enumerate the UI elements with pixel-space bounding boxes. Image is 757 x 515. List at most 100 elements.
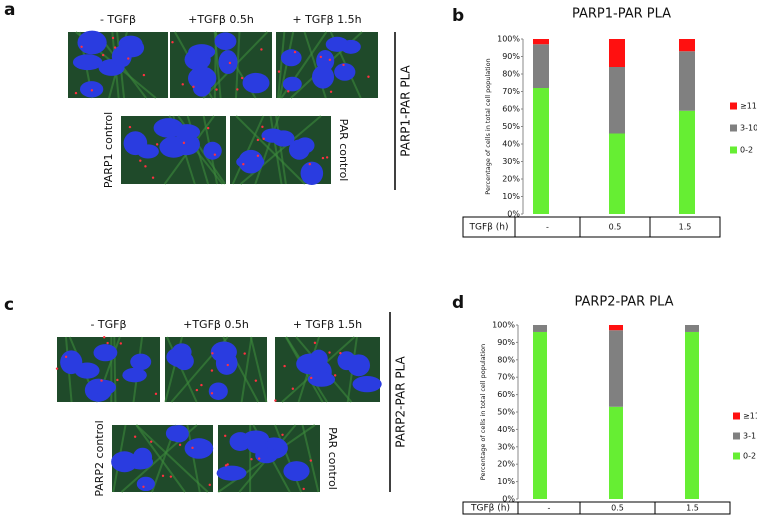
nucleus <box>242 72 270 94</box>
nucleus <box>74 362 100 379</box>
bar-segment <box>533 39 549 45</box>
pla-dot <box>155 143 159 146</box>
pla-dot <box>211 352 214 355</box>
pla-dot <box>142 485 145 489</box>
nucleus <box>93 344 118 362</box>
pla-dot <box>191 446 194 450</box>
pla-dot <box>161 474 165 478</box>
y-axis-label: Percentage of cells in total cell popula… <box>484 58 492 194</box>
nucleus <box>311 65 335 89</box>
nucleus <box>307 371 336 387</box>
x-tick-label: - <box>548 504 551 513</box>
bar-segment <box>609 325 623 331</box>
side-label: PARP1-PAR PLA <box>399 64 413 156</box>
fiber <box>269 115 283 185</box>
pla-dot <box>256 154 260 158</box>
y-tick-label: 40% <box>502 140 520 149</box>
pla-dot <box>55 367 59 370</box>
column-label: + TGFβ 1.5h <box>292 13 361 26</box>
pla-dot <box>213 153 217 156</box>
nucleus <box>280 49 302 67</box>
y-tick-label: 40% <box>497 425 515 434</box>
control-label: PAR control <box>337 119 350 182</box>
y-axis-label: Percentage of cells in total cell popula… <box>479 344 487 480</box>
pla-dot <box>182 141 186 145</box>
pla-dot <box>302 487 305 491</box>
bar-segment <box>685 325 699 332</box>
x-tick-label: - <box>546 223 549 232</box>
pla-dot <box>283 364 286 368</box>
nucleus <box>92 379 116 395</box>
y-tick-label: 90% <box>497 338 515 347</box>
pla-dot <box>106 341 109 345</box>
column-label: - TGFβ <box>90 318 126 331</box>
pla-dot <box>293 50 297 54</box>
fiber <box>186 424 201 493</box>
fiber <box>254 115 280 185</box>
fiber <box>249 336 268 403</box>
pla-dot <box>210 392 214 395</box>
nucleus <box>72 54 103 71</box>
legend-swatch <box>730 102 737 110</box>
y-tick-label: 70% <box>497 373 515 382</box>
pla-dot <box>329 90 333 94</box>
y-tick-label: 20% <box>497 460 515 469</box>
pla-dot <box>223 434 227 438</box>
nucleus <box>242 430 269 447</box>
pla-dot <box>111 36 115 40</box>
nucleus <box>214 32 237 50</box>
pla-dot <box>171 40 174 44</box>
nucleus <box>283 461 310 482</box>
bar-segment <box>533 44 549 88</box>
pla-dot <box>250 457 253 461</box>
y-tick-label: 80% <box>502 70 520 79</box>
pla-dot <box>103 336 106 339</box>
pla-dot <box>208 483 211 487</box>
nucleus <box>137 144 159 159</box>
bar-segment <box>685 331 699 499</box>
pla-dot <box>254 379 258 382</box>
legend-swatch <box>730 124 737 132</box>
pla-dot <box>261 125 264 129</box>
legend-swatch <box>730 146 737 154</box>
nucleus <box>203 141 222 160</box>
nucleus <box>347 354 371 377</box>
pla-dot <box>116 378 119 382</box>
pla-dot <box>154 392 158 396</box>
pla-dot <box>240 76 244 80</box>
pla-dot <box>313 341 317 345</box>
nucleus <box>282 76 302 92</box>
y-tick-label: 10% <box>502 192 520 201</box>
chart-title: PARP2-PAR PLA <box>574 295 673 310</box>
pla-dot <box>100 379 103 382</box>
pla-dot <box>210 369 214 372</box>
nucleus <box>184 48 211 71</box>
pla-dot <box>101 53 105 57</box>
nucleus <box>272 130 295 147</box>
y-tick-label: 80% <box>497 355 515 364</box>
nucleus <box>122 367 147 383</box>
control-label: PARP2 control <box>93 420 106 496</box>
bar-segment <box>533 88 549 214</box>
fiber <box>235 115 306 185</box>
pla-dot <box>257 457 261 460</box>
table-header: TGFβ (h) <box>470 504 510 514</box>
pla-dot <box>192 85 195 89</box>
pla-dot <box>367 75 370 78</box>
bar-segment <box>609 133 625 214</box>
panel-label: b <box>452 6 464 26</box>
fiber <box>135 424 209 493</box>
pla-dot <box>321 156 325 160</box>
micrograph <box>164 336 268 403</box>
legend-label: 0-2 <box>740 146 753 155</box>
nucleus <box>210 341 237 363</box>
pla-dot <box>113 46 117 49</box>
pla-dot <box>169 475 173 478</box>
legend-label: 3-10 <box>740 124 757 133</box>
pla-dot <box>178 443 182 447</box>
fiber <box>234 31 241 99</box>
micrograph <box>274 336 382 403</box>
micrograph <box>55 336 160 403</box>
fiber <box>240 336 253 403</box>
